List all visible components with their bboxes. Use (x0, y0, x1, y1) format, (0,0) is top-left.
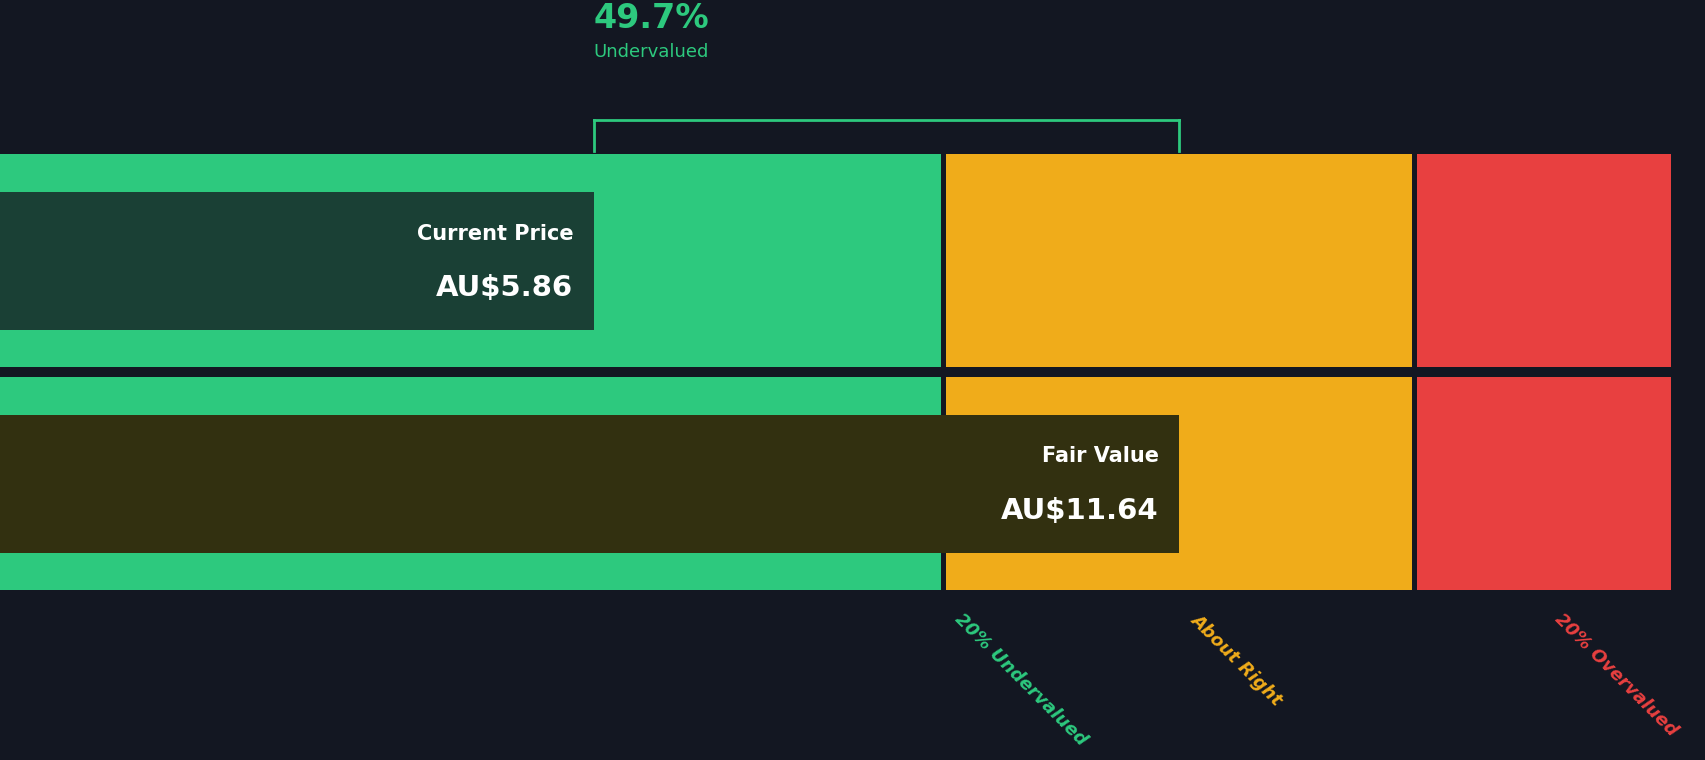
Bar (0, 367, 1671, 378)
Text: 20% Overvalued: 20% Overvalued (1550, 610, 1679, 740)
Text: About Right: About Right (1187, 610, 1286, 709)
Bar (0, 192, 593, 330)
Bar (1417, 154, 1671, 590)
Text: Undervalued: Undervalued (593, 43, 709, 62)
Text: Fair Value: Fair Value (1042, 446, 1158, 467)
Bar (0, 415, 1178, 553)
Text: 20% Undervalued: 20% Undervalued (951, 610, 1089, 749)
Bar (0, 154, 939, 590)
Bar (945, 154, 1412, 590)
Bar (0, 367, 1671, 378)
Text: AU$5.86: AU$5.86 (436, 274, 573, 302)
Text: Current Price: Current Price (416, 223, 573, 244)
Text: 49.7%: 49.7% (593, 2, 709, 35)
Text: AU$11.64: AU$11.64 (1001, 497, 1158, 525)
